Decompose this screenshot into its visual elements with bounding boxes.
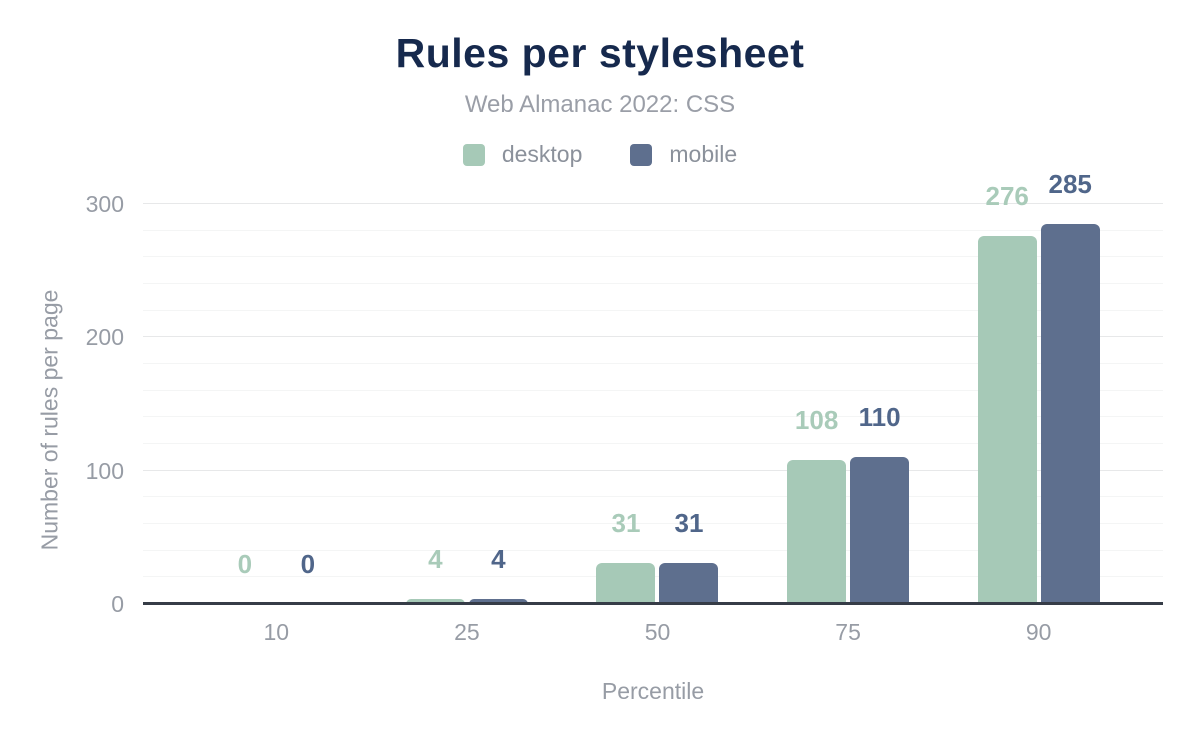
minor-gridline	[143, 363, 1163, 364]
bar-group-p50: 31 31 50	[562, 204, 753, 645]
x-tick-label: 10	[263, 619, 290, 645]
bar-mobile-p50[interactable]	[659, 563, 719, 604]
bar-groups: 0 0 10 4 4 25 31 31 50 108 110 75 276 285 90	[181, 169, 1134, 645]
bar-value-label-desktop: 108	[794, 405, 839, 436]
bar-value-label-desktop: 4	[428, 544, 443, 575]
bar-pair: 31 31	[596, 204, 719, 604]
minor-gridline	[143, 523, 1163, 524]
chart-title: Rules per stylesheet	[395, 30, 805, 76]
minor-gridline	[143, 416, 1163, 418]
bar-mobile-p25[interactable]	[468, 599, 528, 604]
major-gridline	[143, 469, 1163, 471]
y-tick-label: 100	[85, 457, 124, 484]
minor-gridline	[143, 229, 1163, 231]
bar-pair: 276 285	[977, 169, 1100, 604]
bar-group-p25: 4 4 25	[372, 204, 563, 645]
legend-item-mobile[interactable]: mobile	[630, 141, 737, 168]
legend: desktop mobile	[0, 141, 1200, 168]
bar-mobile-p90[interactable]	[1040, 224, 1100, 604]
x-tick-label: 25	[454, 619, 480, 645]
y-tick-label: 300	[85, 191, 124, 217]
minor-gridline	[143, 283, 1163, 284]
bar-desktop-p25[interactable]	[405, 599, 465, 604]
minor-gridline	[143, 549, 1163, 551]
y-tick-label: 200	[85, 324, 124, 351]
legend-label: mobile	[669, 141, 738, 167]
plot-area	[143, 203, 1163, 605]
major-gridline	[143, 203, 1163, 204]
legend-item-desktop[interactable]: desktop	[462, 141, 583, 168]
minor-gridline	[143, 256, 1163, 258]
bar-value-label-mobile: 110	[858, 402, 901, 433]
bar-value-label-desktop: 0	[237, 549, 253, 580]
x-axis-line	[143, 602, 1163, 605]
x-tick-label: 90	[1025, 619, 1052, 645]
chart-subtitle: Web Almanac 2022: CSS	[464, 91, 736, 118]
legend-swatch-desktop	[462, 143, 485, 166]
bar-column-mobile: 285	[1040, 169, 1100, 604]
bar-column-mobile: 4	[468, 204, 528, 604]
bar-value-label-desktop: 31	[611, 508, 641, 539]
bar-group-p10: 0 0 10	[181, 204, 372, 645]
bar-column-desktop: 0	[215, 204, 274, 604]
bar-value-label-mobile: 31	[674, 508, 704, 539]
x-tick-label: 75	[835, 619, 861, 645]
minor-gridline	[143, 443, 1163, 444]
bar-desktop-p50[interactable]	[596, 563, 656, 604]
bar-value-label-mobile: 4	[491, 544, 506, 575]
bar-value-label-desktop: 276	[985, 181, 1029, 212]
legend-label: desktop	[501, 141, 583, 167]
x-axis-title: Percentile	[601, 678, 705, 704]
minor-gridline	[143, 389, 1163, 391]
y-tick-label: 0	[111, 591, 124, 617]
minor-gridline	[143, 309, 1163, 311]
bar-column-mobile: 31	[659, 204, 719, 604]
bar-group-p90: 276 285 90	[943, 169, 1134, 645]
bar-group-p75: 108 110 75	[753, 204, 944, 645]
bar-value-label-mobile: 0	[300, 549, 316, 580]
bar-column-desktop: 276	[977, 181, 1037, 604]
bar-mobile-p75[interactable]	[850, 457, 910, 604]
bar-column-desktop: 4	[405, 204, 465, 604]
x-tick-label: 50	[644, 619, 671, 645]
bar-column-mobile: 0	[278, 204, 337, 604]
bar-column-desktop: 108	[787, 204, 847, 604]
bar-value-label-mobile: 285	[1048, 169, 1092, 200]
bar-column-desktop: 31	[596, 204, 656, 604]
minor-gridline	[143, 496, 1163, 498]
legend-swatch-mobile	[630, 143, 653, 166]
bar-pair: 108 110	[787, 204, 910, 604]
major-gridline	[143, 336, 1163, 338]
bar-desktop-p90[interactable]	[977, 236, 1037, 604]
bar-column-mobile: 110	[850, 204, 910, 604]
bar-desktop-p75[interactable]	[787, 460, 847, 604]
